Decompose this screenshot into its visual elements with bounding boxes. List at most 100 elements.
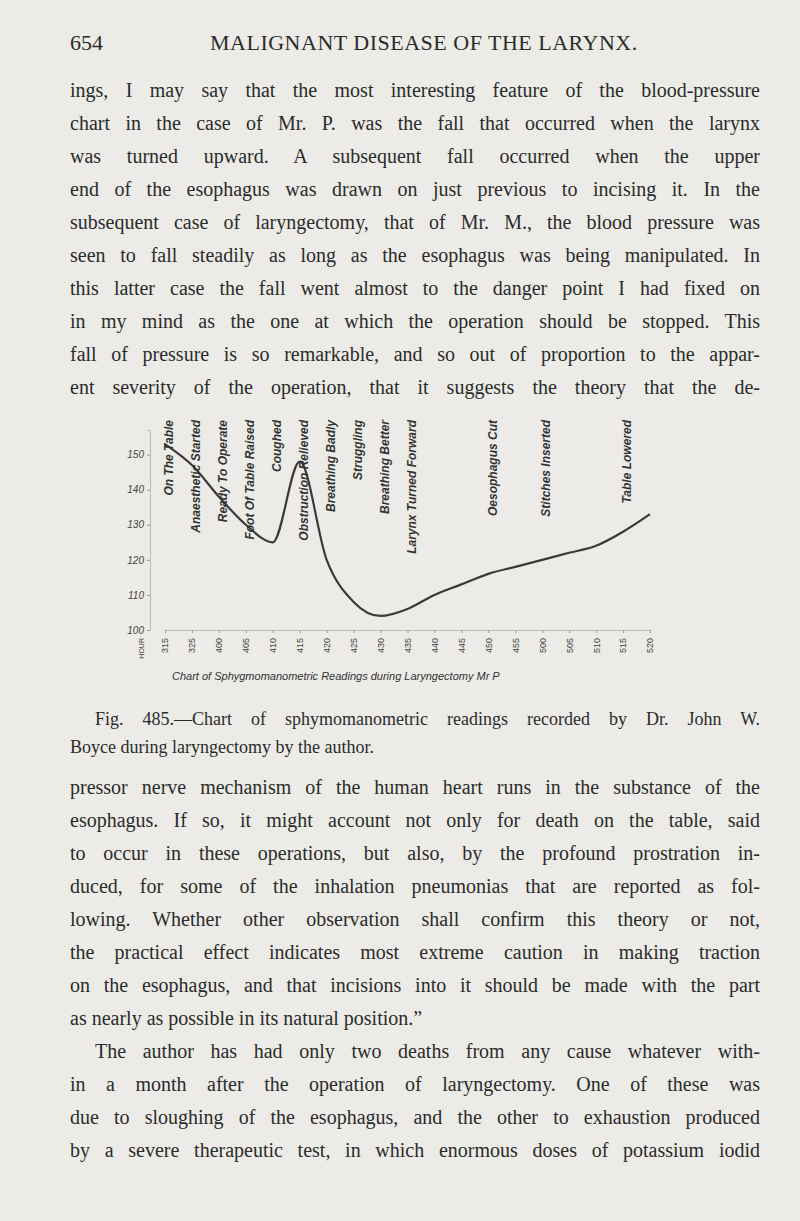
annotation: Oesophagus Cut	[486, 419, 500, 516]
y-tick: 120	[127, 555, 150, 566]
tick-label: 430	[376, 638, 386, 653]
tick-label: 400	[214, 638, 224, 653]
chart-title: Chart of Sphygmomanometric Readings duri…	[172, 670, 500, 682]
tick-mark	[147, 525, 150, 526]
x-tick: 415	[295, 630, 305, 653]
tick-label: 510	[591, 638, 601, 653]
y-tick: 100	[127, 625, 150, 636]
text-line: the practical effect indicates most extr…	[70, 940, 760, 964]
tick-mark	[515, 630, 516, 633]
y-tick: 110	[128, 590, 150, 601]
tick-mark	[147, 595, 150, 596]
tick-mark	[327, 630, 328, 633]
tick-label: 150	[127, 449, 144, 460]
tick-mark	[542, 630, 543, 633]
y-tick: 150	[127, 449, 150, 460]
tick-label: 445	[457, 638, 467, 653]
y-tick: 140	[127, 484, 150, 495]
x-tick: 515	[618, 630, 628, 653]
x-tick: 315	[160, 630, 170, 653]
tick-label: 120	[127, 555, 144, 566]
tick-mark	[650, 630, 651, 633]
axis-line	[166, 631, 651, 634]
annotation: Table Lowered	[620, 419, 634, 503]
annotation: On The Table	[162, 420, 176, 496]
tick-mark	[381, 630, 382, 633]
tick-mark	[246, 630, 247, 633]
tick-mark	[596, 630, 597, 633]
y-axis: 100 110 120 130 140 150	[127, 431, 150, 636]
tick-mark	[165, 630, 166, 633]
annotation: Breathing Badly	[324, 419, 338, 512]
tick-label: 140	[127, 484, 144, 495]
text-line: this latter case the fall went almost to…	[70, 276, 760, 300]
page-number: 654	[70, 30, 103, 56]
tick-mark	[219, 630, 220, 633]
x-tick: 420	[322, 630, 332, 653]
x-tick: 455	[511, 630, 521, 653]
x-tick: 445	[457, 630, 467, 653]
tick-label: 505	[565, 638, 575, 653]
tick-label: 110	[128, 590, 144, 601]
tick-label: 425	[349, 638, 359, 653]
text-line: seen to fall steadily as long as the eso…	[70, 243, 760, 267]
text-line: to occur in these operations, but also, …	[70, 841, 760, 865]
tick-mark	[623, 630, 624, 633]
x-tick: 520	[645, 630, 655, 653]
tick-label: 420	[322, 638, 332, 653]
tick-mark	[488, 630, 489, 633]
running-title: MALIGNANT DISEASE OF THE LARYNX.	[210, 30, 638, 56]
text-line: due to sloughing of the esophagus, and t…	[70, 1105, 760, 1129]
y-tick: 130	[127, 519, 150, 530]
text-line: duced, for some of the inhalation pneumo…	[70, 874, 760, 898]
tick-label: 455	[511, 638, 521, 653]
x-tick: 425	[349, 630, 359, 653]
tick-mark	[147, 490, 150, 491]
x-tick: 430	[376, 630, 386, 653]
x-tick: 405	[241, 630, 251, 653]
tick-label: 435	[403, 638, 413, 653]
x-tick: 440	[430, 630, 440, 653]
x-axis-label: HOUR	[138, 638, 145, 659]
x-tick: 450	[484, 630, 494, 653]
annotation: Struggling	[351, 419, 365, 480]
x-axis: 3153254004054104154204254304354404454504…	[160, 630, 655, 653]
annotation: Anaesthetic Started	[189, 419, 203, 533]
text-line: The author has had only two deaths from …	[95, 1039, 760, 1063]
annotation: Larynx Turned Forward	[405, 419, 419, 553]
text-line: ent severity of the operation, that it s…	[70, 375, 760, 399]
text-line: lowing. Whether other observation shall …	[70, 907, 760, 931]
tick-mark	[192, 630, 193, 633]
x-tick: 505	[565, 630, 575, 653]
x-tick: 410	[268, 630, 278, 653]
text-line: chart in the case of Mr. P. was the fall…	[70, 111, 760, 135]
tick-label: 405	[241, 638, 251, 653]
tick-mark	[569, 630, 570, 633]
text-line: was turned upward. A subsequent fall occ…	[70, 144, 760, 168]
figure-caption: Boyce during laryngectomy by the author.	[70, 735, 760, 759]
annotation: Coughed	[270, 419, 284, 472]
annotation: Ready To Operate	[216, 420, 230, 523]
tick-label: 100	[127, 625, 144, 636]
tick-mark	[147, 455, 150, 456]
x-tick: 500	[538, 630, 548, 653]
annotation: Foot Of Table Raised	[243, 419, 257, 539]
tick-label: 515	[618, 638, 628, 653]
text-line: by a severe therapeutic test, in which e…	[70, 1138, 760, 1162]
axis-line	[147, 431, 151, 631]
x-tick: 435	[403, 630, 413, 653]
figure-caption: Fig. 485.—Chart of sphymomanometric read…	[95, 707, 760, 731]
tick-label: 520	[645, 638, 655, 653]
tick-mark	[408, 630, 409, 633]
text-line: subsequent case of laryngectomy, that of…	[70, 210, 760, 234]
text-line: in a month after the operation of laryng…	[70, 1072, 760, 1096]
tick-label: 440	[430, 638, 440, 653]
annotation: Breathing Better	[378, 419, 392, 514]
chart: 1001101201301401503153254004054104154204…	[0, 0, 800, 1221]
annotation: Stitches Inserted	[539, 419, 553, 516]
tick-label: 315	[160, 638, 170, 653]
text-line: pressor nerve mechanism of the human hea…	[70, 775, 760, 799]
tick-mark	[434, 630, 435, 633]
tick-mark	[354, 630, 355, 633]
tick-mark	[461, 630, 462, 633]
